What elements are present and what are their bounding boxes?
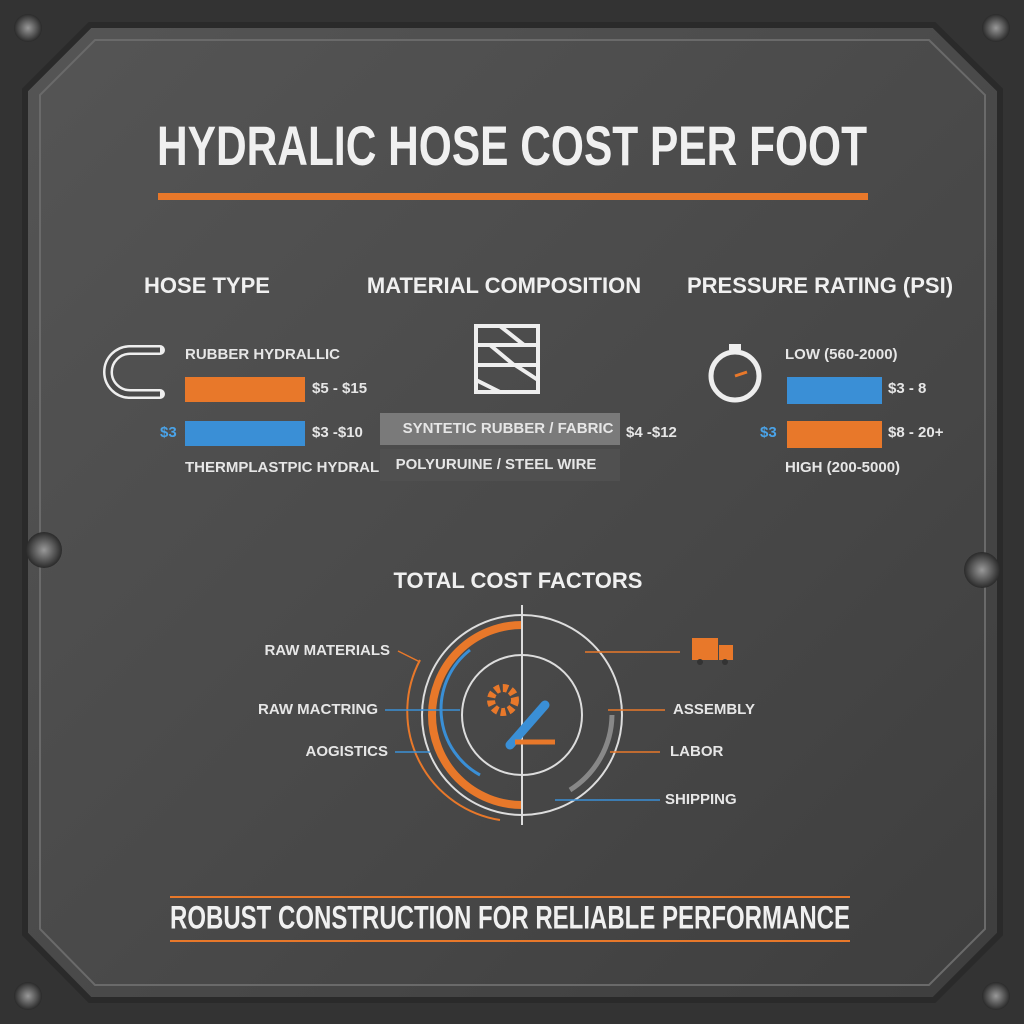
leader-lines (385, 650, 680, 801)
item-label: RUBBER HYDRALLIC (185, 346, 340, 363)
title-underline (158, 193, 868, 200)
side-label: $3 (160, 424, 177, 441)
factor-label: ASSEMBLY (673, 701, 755, 718)
factor-label: RAW MATERIALS (264, 642, 390, 659)
range-label: $8 - 20+ (888, 424, 944, 441)
bolts (14, 14, 1010, 1010)
range-label: $3 - 8 (888, 380, 926, 397)
material-row (380, 413, 620, 445)
range-label: $5 - $15 (312, 380, 367, 397)
material-row (380, 449, 620, 481)
material-label: SYNTETIC RUBBER / FABRIC (403, 420, 614, 437)
item-label: HIGH (200-5000) (785, 459, 900, 476)
factor-label: SHIPPING (665, 791, 737, 808)
factor-label: AOGISTICS (305, 743, 388, 760)
truck-icon (692, 638, 733, 665)
cost-bar (185, 377, 305, 402)
section-heading: TOTAL COST FACTORS (394, 568, 643, 593)
range-label: $3 -$10 (312, 424, 363, 441)
weave-icon (474, 324, 540, 394)
cost-bar (185, 421, 305, 446)
gauge-icon (708, 344, 762, 403)
item-label: THERMPLASTPIC HYDRALIC (185, 459, 394, 476)
cost-bar (787, 421, 882, 448)
range-label: $4 -$12 (626, 424, 677, 441)
metal-plate (22, 22, 1003, 1003)
plate-edge (39, 39, 986, 986)
hose-icon-inner (105, 347, 160, 397)
material-label: POLYURUINE / STEEL WIRE (396, 456, 597, 473)
item-label: LOW (560-2000) (785, 346, 898, 363)
cost-bar (787, 377, 882, 404)
factor-label: LABOR (670, 743, 723, 760)
factor-label: RAW MACTRING (258, 701, 378, 718)
section-heading: MATERIAL COMPOSITION (367, 273, 641, 298)
section-heading: PRESSURE RATING (PSI) (687, 273, 953, 298)
footer: ROBUST CONSTRUCTION FOR RELIABLE PERFORM… (170, 899, 850, 935)
side-label: $3 (760, 424, 777, 441)
title: HYDRALIC HOSE COST PER FOOT (157, 114, 867, 177)
cost-diagram (406, 605, 623, 825)
section-heading: HOSE TYPE (144, 273, 270, 298)
